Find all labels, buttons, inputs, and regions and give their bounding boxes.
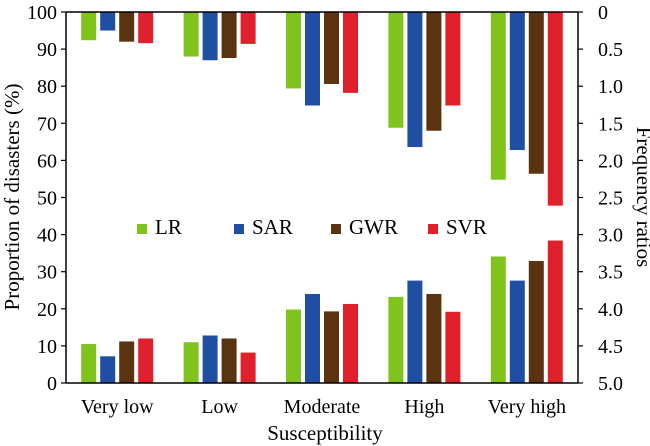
legend-swatch-gwr xyxy=(331,224,341,234)
bar-fr-lr-very-high xyxy=(490,12,506,180)
left-tick-label: 100 xyxy=(27,2,57,24)
bar-fr-sar-moderate xyxy=(305,12,320,106)
bar-pct-gwr-high xyxy=(426,293,442,383)
right-tick-label: 4.0 xyxy=(598,299,623,321)
legend-swatch-svr xyxy=(428,224,438,234)
bar-fr-sar-very-high xyxy=(509,12,525,151)
right-tick-label: 5.0 xyxy=(598,373,623,395)
left-tick-label: 10 xyxy=(37,336,57,358)
bar-fr-svr-low xyxy=(240,12,256,44)
bar-pct-gwr-very-high xyxy=(528,260,544,383)
left-tick-label: 0 xyxy=(47,373,57,395)
right-axis-ticks: 0 0.5 1.0 1.5 2.0 2.5 3.0 3.5 4.0 4.5 5.0 xyxy=(578,2,623,395)
x-tick-label: High xyxy=(404,396,444,418)
bar-fr-gwr-low xyxy=(221,12,237,59)
bar-pct-lr-high xyxy=(388,296,404,383)
bar-fr-svr-very-high xyxy=(547,12,563,206)
bar-fr-gwr-moderate xyxy=(324,12,339,84)
x-axis-ticks: Very low Low Moderate High Very high xyxy=(81,396,566,418)
bar-pct-sar-high xyxy=(407,280,423,383)
bar-fr-sar-low xyxy=(202,12,218,61)
bar-fr-gwr-very-low xyxy=(119,12,135,42)
bar-pct-gwr-very-low xyxy=(119,341,135,383)
right-tick-label: 3.0 xyxy=(598,225,623,247)
bar-fr-lr-very-low xyxy=(81,12,97,41)
x-tick-label: Very low xyxy=(81,396,154,418)
bar-pct-svr-very-low xyxy=(138,338,154,383)
right-tick-label: 1.5 xyxy=(598,113,623,135)
x-tick-label: Low xyxy=(201,396,238,418)
bar-fr-svr-moderate xyxy=(343,12,358,93)
frequency-ratio-bars xyxy=(81,12,563,206)
left-tick-label: 80 xyxy=(37,76,57,98)
bar-pct-lr-low xyxy=(183,342,199,383)
left-tick-label: 40 xyxy=(37,225,57,247)
x-tick-label: Very high xyxy=(488,396,566,418)
legend: LR SAR GWR SVR xyxy=(137,215,487,239)
bar-fr-svr-high xyxy=(445,12,461,106)
legend-label-sar: SAR xyxy=(252,215,293,239)
bar-fr-sar-high xyxy=(407,12,423,148)
bar-pct-gwr-moderate xyxy=(324,311,339,383)
bar-pct-lr-moderate xyxy=(286,309,301,383)
right-tick-label: 2.0 xyxy=(598,150,623,172)
left-tick-label: 90 xyxy=(37,39,57,61)
bar-pct-svr-very-high xyxy=(547,240,563,383)
bar-fr-gwr-high xyxy=(426,12,442,131)
right-tick-label: 0 xyxy=(598,2,608,24)
bar-pct-svr-high xyxy=(445,311,461,383)
legend-swatch-sar xyxy=(234,224,244,234)
legend-label-lr: LR xyxy=(155,215,182,239)
bar-pct-sar-very-high xyxy=(509,280,525,383)
left-tick-label: 60 xyxy=(37,150,57,172)
legend-label-svr: SVR xyxy=(446,215,487,239)
right-tick-label: 0.5 xyxy=(598,39,623,61)
bar-pct-gwr-low xyxy=(221,338,237,383)
bar-fr-sar-very-low xyxy=(100,12,116,31)
bar-pct-lr-very-low xyxy=(81,344,97,383)
bar-fr-lr-moderate xyxy=(286,12,301,89)
bar-pct-sar-moderate xyxy=(305,293,320,383)
right-tick-label: 1.0 xyxy=(598,76,623,98)
legend-swatch-lr xyxy=(137,224,147,234)
bar-pct-lr-very-high xyxy=(490,256,506,383)
left-tick-label: 30 xyxy=(37,262,57,284)
y2-axis-title: Frequency ratios xyxy=(632,127,650,268)
x-axis-title: Susceptibility xyxy=(267,421,383,445)
right-tick-label: 4.5 xyxy=(598,336,623,358)
y-axis-title: Proportion of disasters (%) xyxy=(0,84,24,311)
left-tick-label: 20 xyxy=(37,299,57,321)
left-tick-label: 50 xyxy=(37,188,57,210)
left-axis-ticks: 0 10 20 30 40 50 60 70 80 90 100 xyxy=(27,2,66,395)
bar-fr-lr-low xyxy=(183,12,199,57)
bar-fr-svr-very-low xyxy=(138,12,154,44)
bar-pct-svr-low xyxy=(240,352,256,383)
bar-pct-sar-low xyxy=(202,335,218,383)
right-tick-label: 3.5 xyxy=(598,262,623,284)
proportion-bars xyxy=(81,240,563,383)
right-tick-label: 2.5 xyxy=(598,188,623,210)
x-tick-label: Moderate xyxy=(284,396,361,418)
bar-fr-lr-high xyxy=(388,12,404,128)
bar-pct-sar-very-low xyxy=(100,356,116,383)
left-tick-label: 70 xyxy=(37,113,57,135)
bar-pct-svr-moderate xyxy=(343,303,358,383)
legend-label-gwr: GWR xyxy=(349,215,398,239)
bar-fr-gwr-very-high xyxy=(528,12,544,174)
